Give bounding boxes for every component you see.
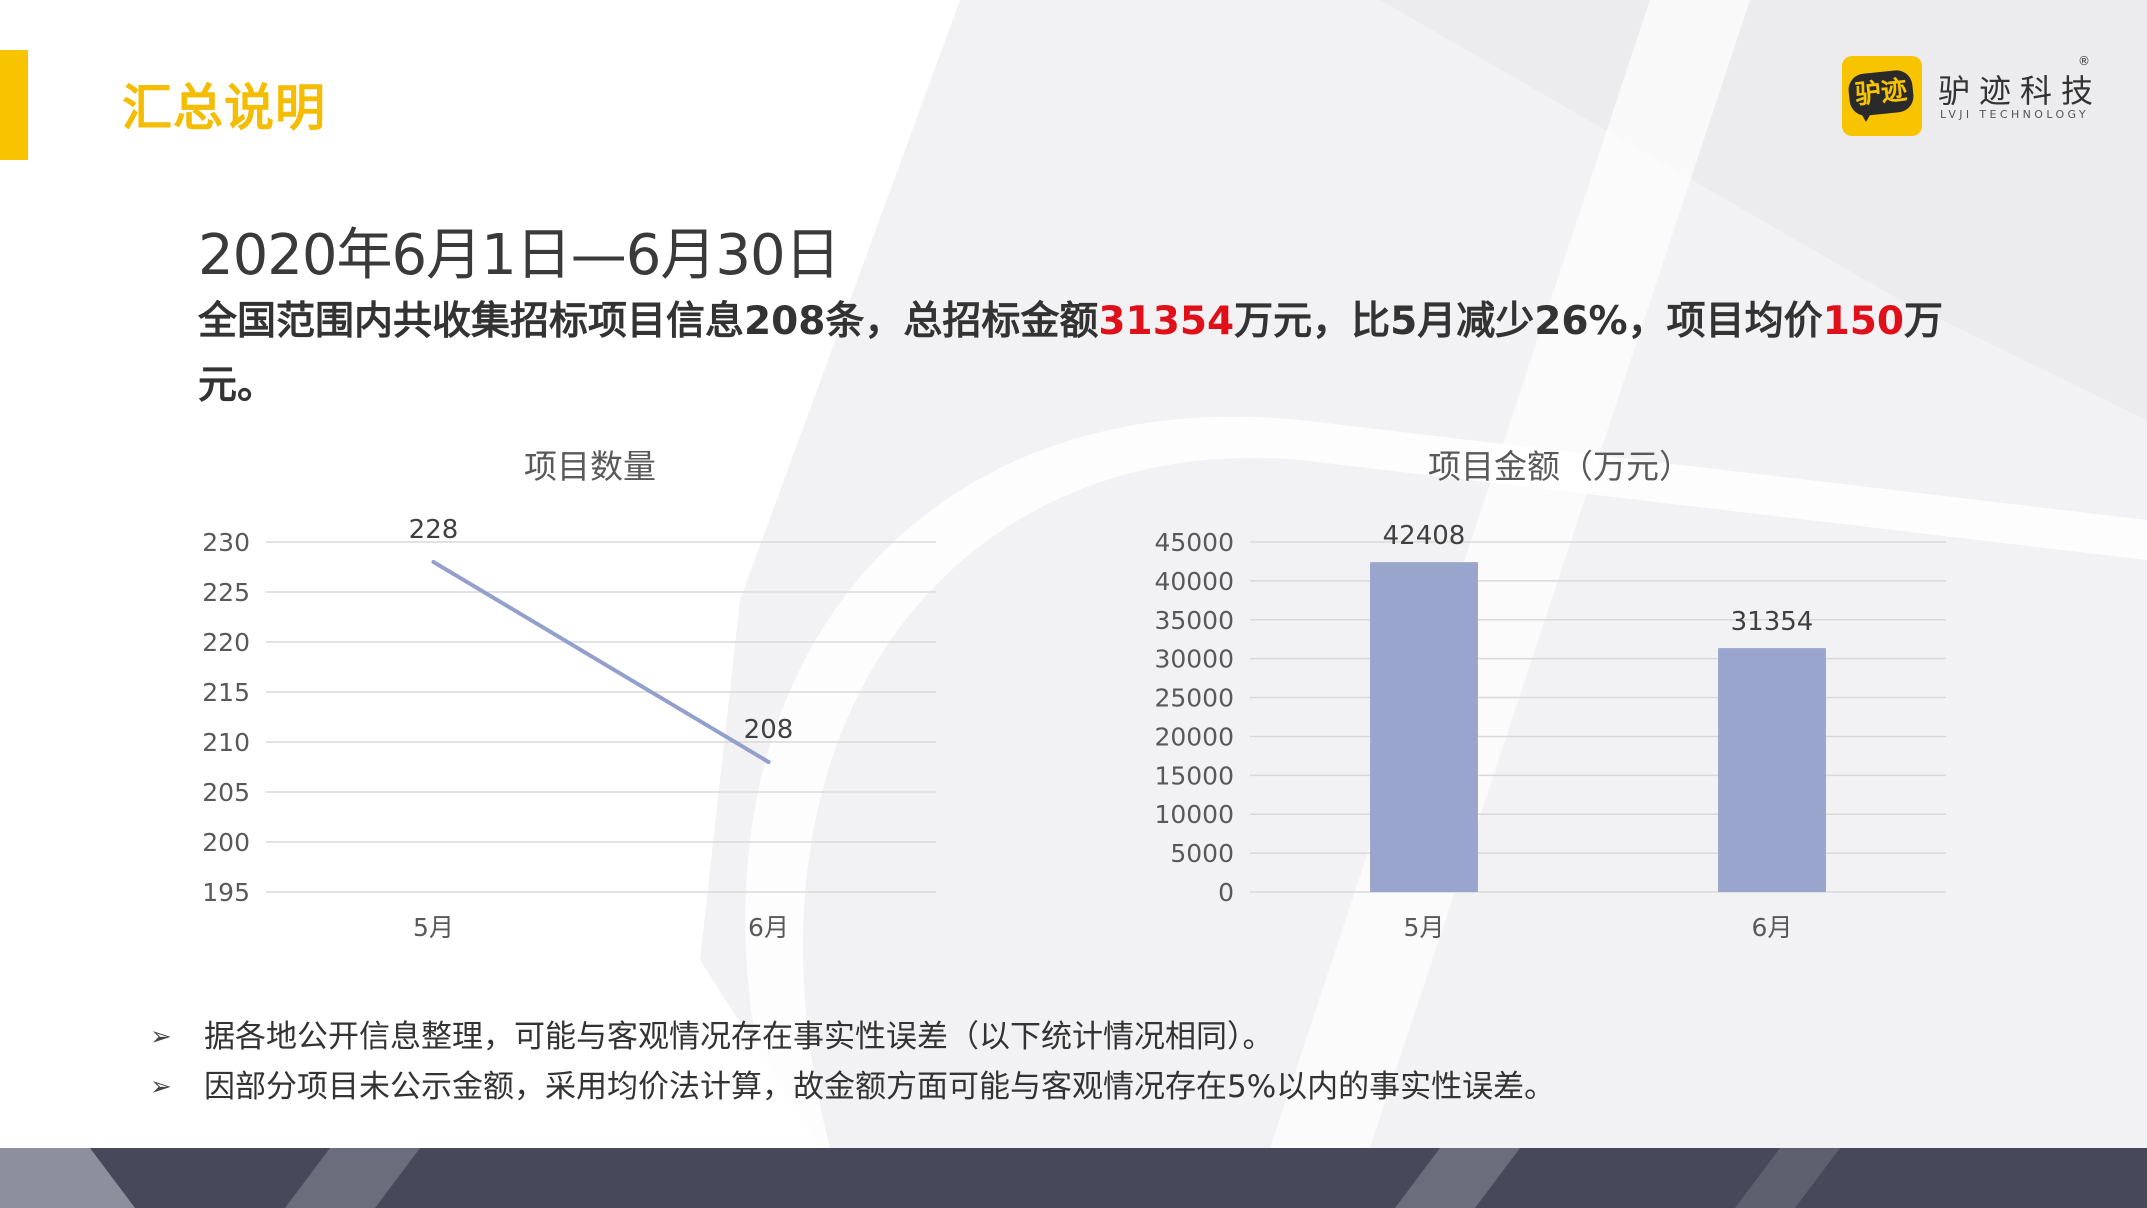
chart-title: 项目数量 (524, 447, 656, 486)
slide-title: 汇总说明 (122, 79, 326, 137)
note-text: 因部分项目未公示金额，采用均价法计算，故金额方面可能与客观情况存在5%以内的事实… (204, 1069, 1556, 1105)
data-label: 31354 (1731, 607, 1814, 637)
date-range-heading: 2020年6月1日—6月30日 (198, 223, 841, 288)
y-tick-label: 0 (1218, 878, 1234, 907)
y-tick-label: 35000 (1154, 606, 1234, 635)
y-tick-label: 25000 (1154, 684, 1234, 713)
y-tick-label: 200 (202, 828, 250, 857)
project-count-chart-svg: 项目数量 195 200 205 210 215 220 225 230 5月 6月 228 208 (202, 447, 936, 942)
summary-text: 全国范围内共收集招标项目信息208条，总招标金额31354万元，比5月减少26%… (198, 290, 1978, 418)
line-series (431, 560, 771, 764)
summary-total-amount: 31354 (1098, 299, 1235, 344)
y-tick-label: 10000 (1154, 800, 1234, 829)
y-tick-label: 40000 (1154, 567, 1234, 596)
x-tick-label: 5月 (1404, 913, 1445, 942)
note-text: 据各地公开信息整理，可能与客观情况存在事实性误差（以下统计情况相同）。 (204, 1019, 1274, 1055)
y-tick-label: 20000 (1154, 722, 1234, 751)
data-label: 208 (744, 715, 794, 745)
y-tick-label: 30000 (1154, 645, 1234, 674)
project-amount-chart: 项目金额（万元） 0 5000 10000 15000 20000 25000 30000 35… (1130, 440, 1960, 960)
registered-mark: ® (2078, 54, 2090, 68)
y-tick-label: 225 (202, 578, 250, 607)
project-count-chart: 项目数量 195 200 205 210 215 220 225 230 5月 6月 228 208 (180, 440, 960, 960)
summary-average-price: 150 (1822, 299, 1905, 344)
y-tick-label: 215 (202, 678, 250, 707)
company-logo: 驴迹 驴迹科技 LVJI TECHNOLOGY ® (1842, 54, 2093, 138)
y-tick-label: 220 (202, 628, 250, 657)
summary-part-1: 全国范围内共收集招标项目信息208条，总招标金额 (198, 299, 1099, 344)
data-label: 228 (409, 515, 459, 545)
x-tick-label: 5月 (413, 913, 454, 942)
data-label: 42408 (1383, 521, 1466, 551)
y-tick-label: 45000 (1154, 528, 1234, 557)
bar (1370, 562, 1478, 892)
bar (1718, 648, 1826, 892)
logo-subtitle: LVJI TECHNOLOGY (1940, 108, 2090, 121)
y-tick-label: 230 (202, 528, 250, 557)
x-tick-label: 6月 (1752, 913, 1793, 942)
y-tick-label: 195 (202, 878, 250, 907)
y-tick-label: 205 (202, 778, 250, 807)
project-amount-chart-svg: 项目金额（万元） 0 5000 10000 15000 20000 25000 30000 35… (1154, 447, 1946, 942)
y-tick-label: 210 (202, 728, 250, 757)
arrow-bullet-icon: ➢ (150, 1072, 172, 1102)
data-point (431, 560, 436, 564)
summary-part-2: 万元，比5月减少26%，项目均价 (1234, 299, 1823, 344)
data-point (766, 760, 771, 764)
logo-name: 驴迹科技 (1938, 72, 2103, 110)
arrow-bullet-icon: ➢ (150, 1022, 172, 1052)
y-tick-label: 5000 (1170, 839, 1234, 868)
speech-bubble-tail (1858, 108, 1874, 122)
y-tick-label: 15000 (1154, 761, 1234, 790)
summary-part-3: 万元。 (198, 299, 1944, 408)
title-accent-bar (0, 50, 28, 160)
logo-badge: 驴迹 (1842, 56, 1922, 136)
chart-title: 项目金额（万元） (1428, 447, 1692, 486)
x-tick-label: 6月 (748, 913, 789, 942)
